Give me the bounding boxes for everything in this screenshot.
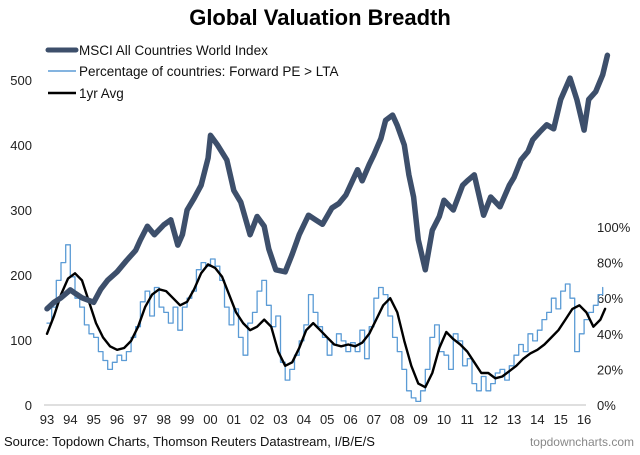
x-tick-label: 95: [86, 412, 100, 427]
x-tick-label: 01: [227, 412, 241, 427]
chart-title: Global Valuation Breadth: [189, 5, 451, 30]
x-tick-label: 06: [343, 412, 357, 427]
x-tick-label: 02: [250, 412, 264, 427]
x-tick-label: 00: [203, 412, 217, 427]
left-tick-label: 300: [10, 203, 32, 218]
right-tick-label: 80%: [597, 256, 623, 271]
right-tick-label: 100%: [597, 220, 631, 235]
legend-label-avg: 1yr Avg: [79, 86, 124, 101]
right-tick-label: 40%: [597, 327, 623, 342]
x-tick-label: 07: [367, 412, 381, 427]
legend: MSCI All Countries World Index Percentag…: [45, 43, 339, 101]
x-tick-label: 99: [180, 412, 194, 427]
x-tick-label: 93: [40, 412, 54, 427]
plot-area: [44, 52, 611, 403]
x-tick-label: 03: [273, 412, 287, 427]
x-tick-label: 09: [413, 412, 427, 427]
x-axis: 93 94 95 96 97 98 99 00 01 02 03 04 05 06 07 08 09 10 11 12…: [40, 412, 592, 427]
x-tick-label: 15: [553, 412, 567, 427]
x-tick-label: 05: [320, 412, 334, 427]
legend-label-pct: Percentage of countries: Forward PE > LT…: [79, 64, 339, 79]
left-tick-label: 500: [10, 73, 32, 88]
series-pct-line: [46, 244, 604, 403]
x-tick-label: 04: [297, 412, 311, 427]
left-tick-label: 400: [10, 138, 32, 153]
left-tick-label: 200: [10, 268, 32, 283]
x-tick-label: 96: [110, 412, 124, 427]
x-tick-label: 94: [63, 412, 77, 427]
x-tick-label: 10: [437, 412, 451, 427]
series-msci-line: [44, 52, 611, 312]
x-tick-label: 08: [390, 412, 404, 427]
x-tick-label: 98: [157, 412, 171, 427]
source-note: Source: Topdown Charts, Thomson Reuters …: [4, 434, 375, 449]
x-tick-label: 12: [483, 412, 497, 427]
left-tick-label: 0: [25, 398, 32, 413]
brand-watermark: topdowncharts.com: [530, 435, 634, 449]
x-tick-label: 14: [530, 412, 544, 427]
series-avg-line: [45, 263, 607, 389]
left-axis: 0 100 200 300 400 500: [10, 73, 32, 413]
x-tick-label: 16: [577, 412, 591, 427]
right-tick-label: 20%: [597, 362, 623, 377]
x-tick-label: 97: [133, 412, 147, 427]
right-axis: 0% 20% 40% 60% 80% 100%: [597, 220, 631, 413]
right-tick-label: 0%: [597, 398, 616, 413]
left-tick-label: 100: [10, 333, 32, 348]
x-tick-label: 11: [461, 412, 475, 427]
right-tick-label: 60%: [597, 291, 623, 306]
x-tick-label: 13: [507, 412, 521, 427]
legend-label-msci: MSCI All Countries World Index: [79, 43, 268, 58]
